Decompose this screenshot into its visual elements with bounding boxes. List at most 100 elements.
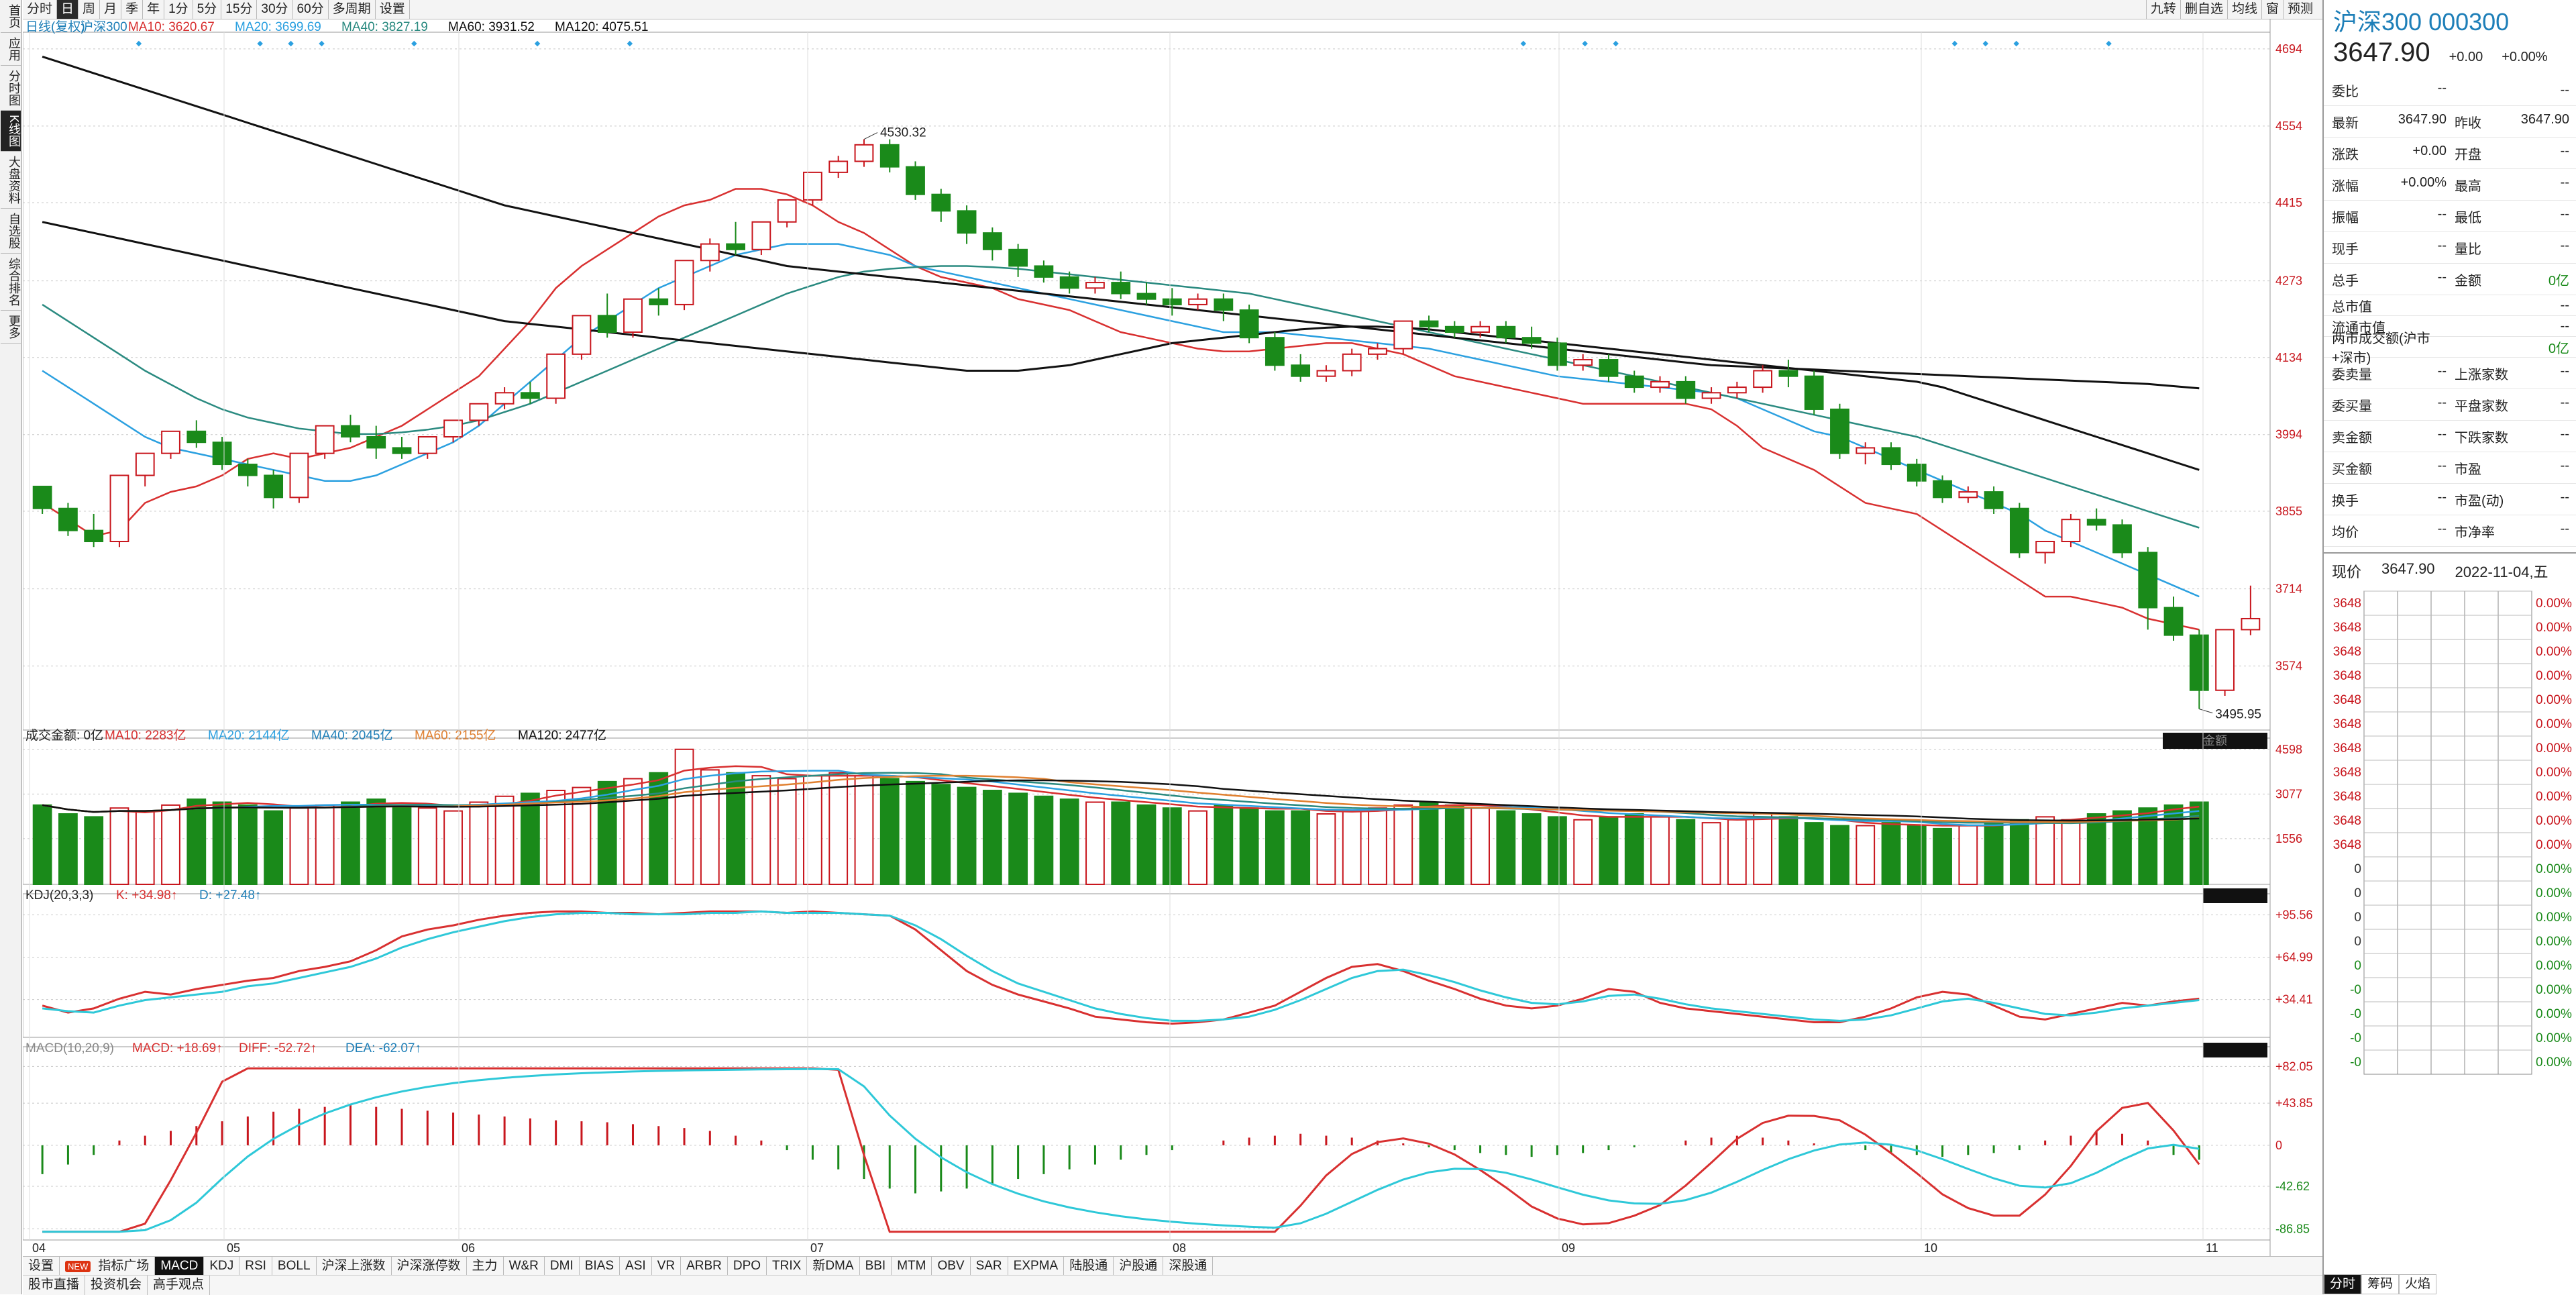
event-marker[interactable] xyxy=(411,40,417,47)
event-marker[interactable] xyxy=(1951,40,1958,47)
candle[interactable] xyxy=(2009,503,2029,558)
volume-bar[interactable] xyxy=(1444,804,1464,885)
volume-bar[interactable] xyxy=(2009,819,2029,885)
indicator-tab-7[interactable]: 沪深上涨数 xyxy=(317,1257,392,1276)
chart-area[interactable]: 4694 4554 4415 4273 4134 3994 3855 3714 3574 日线(复… xyxy=(23,19,2322,1256)
volume-bar[interactable] xyxy=(2189,801,2209,885)
volume-bar[interactable] xyxy=(777,778,797,885)
volume-bar[interactable] xyxy=(1933,827,1952,885)
info-tab-2[interactable]: 高手观点 xyxy=(148,1276,211,1295)
volume-bar[interactable] xyxy=(341,801,360,885)
indicator-tab-15[interactable]: ARBR xyxy=(681,1257,728,1276)
candle[interactable] xyxy=(1753,365,1773,393)
volume-bar[interactable] xyxy=(854,775,874,885)
indicator-tab-25[interactable]: 沪股通 xyxy=(1114,1257,1164,1276)
nav-item-5[interactable]: 自选股 xyxy=(1,209,21,254)
candle[interactable] xyxy=(1188,293,1208,311)
period-tab-5[interactable]: 年 xyxy=(143,0,165,19)
volume-bar[interactable] xyxy=(1599,816,1619,885)
candle[interactable] xyxy=(1804,370,1824,415)
period-tab-0[interactable]: 分时 xyxy=(23,0,58,19)
quote-tab-2[interactable]: 火焰 xyxy=(2399,1274,2437,1294)
candle[interactable] xyxy=(2138,547,2158,630)
volume-bar[interactable] xyxy=(1342,810,1362,885)
top-right-tab-2[interactable]: 均线 xyxy=(2226,0,2261,19)
info-tab-0[interactable]: 股市直播 xyxy=(23,1276,86,1295)
candle[interactable] xyxy=(1624,370,1644,393)
indicator-tab-19[interactable]: BBI xyxy=(860,1257,892,1276)
candle[interactable] xyxy=(264,470,284,509)
candle[interactable] xyxy=(1214,293,1234,321)
candle[interactable] xyxy=(289,452,309,503)
candle[interactable] xyxy=(1727,381,1747,399)
candle[interactable] xyxy=(2061,513,2081,548)
event-marker[interactable] xyxy=(288,40,294,47)
candle[interactable] xyxy=(1958,486,1978,503)
volume-bar[interactable] xyxy=(1650,816,1670,885)
volume-bar[interactable] xyxy=(1162,807,1182,885)
volume-bar[interactable] xyxy=(366,798,386,885)
candle[interactable] xyxy=(2035,541,2055,564)
indicator-tab-0[interactable]: 设置 xyxy=(23,1257,60,1276)
candle[interactable] xyxy=(1521,326,1542,349)
candle[interactable] xyxy=(1573,354,1593,371)
indicator-tab-14[interactable]: VR xyxy=(652,1257,682,1276)
candle[interactable] xyxy=(1881,442,1901,470)
period-tab-1[interactable]: 日 xyxy=(57,0,79,19)
nav-item-6[interactable]: 综合排名 xyxy=(1,254,21,311)
event-marker[interactable] xyxy=(136,40,142,47)
period-tab-12[interactable]: 设置 xyxy=(376,0,410,19)
macd-panel-button[interactable] xyxy=(2203,1043,2267,1057)
candle[interactable] xyxy=(931,189,951,222)
mini-timeshare-chart[interactable]: 3648 0.00% 3648 0.00% 3648 0.00% 3648 0.00% 3648… xyxy=(2324,588,2576,1085)
candle[interactable] xyxy=(1599,354,1619,382)
volume-bar[interactable] xyxy=(828,772,849,885)
event-marker[interactable] xyxy=(534,40,541,47)
volume-bar[interactable] xyxy=(906,780,925,885)
candle[interactable] xyxy=(84,513,104,548)
candle[interactable] xyxy=(1316,365,1336,382)
top-right-tab-3[interactable]: 窗 xyxy=(2261,0,2283,19)
volume-bar[interactable] xyxy=(161,804,180,885)
candle[interactable] xyxy=(1368,343,1387,360)
indicator-tab-20[interactable]: MTM xyxy=(892,1257,932,1276)
indicator-tab-12[interactable]: BIAS xyxy=(580,1257,621,1276)
event-marker[interactable] xyxy=(2106,40,2112,47)
candle[interactable] xyxy=(803,171,822,206)
candle[interactable] xyxy=(341,415,360,443)
candle[interactable] xyxy=(135,452,155,486)
candle[interactable] xyxy=(1830,403,1849,459)
candle[interactable] xyxy=(1342,348,1362,376)
candle[interactable] xyxy=(2112,519,2132,558)
candle[interactable] xyxy=(1136,282,1157,305)
candle[interactable] xyxy=(1701,387,1721,404)
candle[interactable] xyxy=(1393,320,1413,354)
volume-bar[interactable] xyxy=(982,790,1002,885)
candle[interactable] xyxy=(1548,338,1567,371)
top-right-tab-1[interactable]: 删自选 xyxy=(2180,0,2227,19)
indicator-tab-3[interactable]: MACD xyxy=(155,1257,205,1276)
candle[interactable] xyxy=(1496,321,1516,344)
indicator-tab-21[interactable]: OBV xyxy=(932,1257,971,1276)
volume-bar[interactable] xyxy=(109,807,129,885)
period-tab-7[interactable]: 5分 xyxy=(193,0,222,19)
candle[interactable] xyxy=(1778,360,1799,388)
candle[interactable] xyxy=(392,437,412,459)
volume-bar[interactable] xyxy=(879,778,900,885)
volume-bar[interactable] xyxy=(1214,804,1234,885)
volume-bar[interactable] xyxy=(1496,810,1516,885)
nav-item-7[interactable]: 更多 xyxy=(1,311,21,344)
volume-bar[interactable] xyxy=(1984,822,2004,885)
volume-bar[interactable] xyxy=(1804,822,1824,885)
indicator-tab-2[interactable]: 指标广场 xyxy=(93,1257,156,1276)
volume-bar[interactable] xyxy=(237,804,258,885)
volume-bar[interactable] xyxy=(1188,810,1208,885)
volume-bar[interactable] xyxy=(1830,825,1849,885)
candle[interactable] xyxy=(1856,442,1876,465)
volume-bar[interactable] xyxy=(1085,801,1105,885)
volume-bar[interactable] xyxy=(1239,807,1259,885)
candle[interactable] xyxy=(1470,321,1490,338)
volume-bar[interactable] xyxy=(1907,825,1927,885)
nav-item-3[interactable]: K线图 xyxy=(1,111,21,152)
volume-bar[interactable] xyxy=(58,813,78,885)
